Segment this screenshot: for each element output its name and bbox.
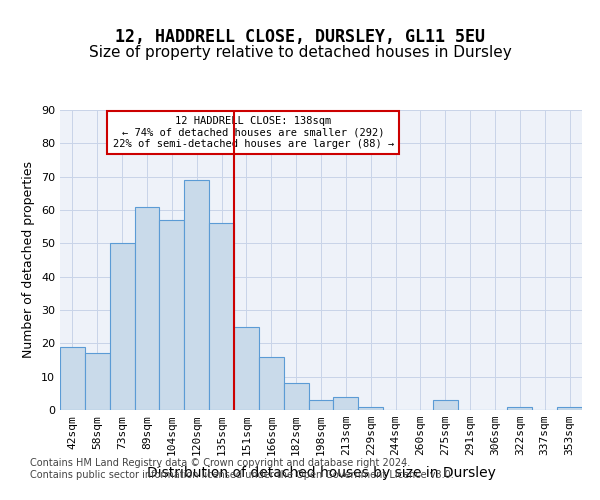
Bar xyxy=(234,326,259,410)
Bar xyxy=(85,354,110,410)
Bar xyxy=(184,180,209,410)
Text: 12 HADDRELL CLOSE: 138sqm
← 74% of detached houses are smaller (292)
22% of semi: 12 HADDRELL CLOSE: 138sqm ← 74% of detac… xyxy=(113,116,394,149)
Text: 12, HADDRELL CLOSE, DURSLEY, GL11 5EU: 12, HADDRELL CLOSE, DURSLEY, GL11 5EU xyxy=(115,28,485,46)
Bar xyxy=(557,406,582,410)
Bar xyxy=(508,406,532,410)
Bar xyxy=(259,356,284,410)
Text: Contains HM Land Registry data © Crown copyright and database right 2024.
Contai: Contains HM Land Registry data © Crown c… xyxy=(30,458,454,480)
Bar xyxy=(60,346,85,410)
Bar xyxy=(160,220,184,410)
Bar xyxy=(110,244,134,410)
Bar xyxy=(209,224,234,410)
Bar xyxy=(358,406,383,410)
Bar xyxy=(433,400,458,410)
Bar xyxy=(334,396,358,410)
Bar xyxy=(134,206,160,410)
X-axis label: Distribution of detached houses by size in Dursley: Distribution of detached houses by size … xyxy=(146,466,496,480)
Y-axis label: Number of detached properties: Number of detached properties xyxy=(22,162,35,358)
Text: Size of property relative to detached houses in Dursley: Size of property relative to detached ho… xyxy=(89,45,511,60)
Bar xyxy=(284,384,308,410)
Bar xyxy=(308,400,334,410)
